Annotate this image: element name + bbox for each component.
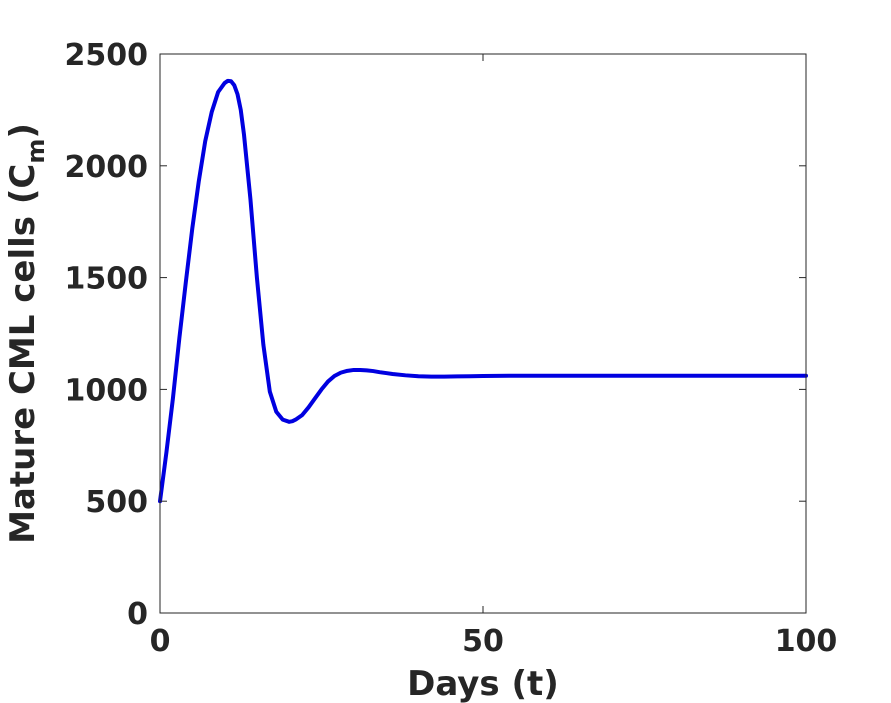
- y-tick-label: 1000: [65, 373, 149, 408]
- y-axis-title-close: ): [3, 123, 43, 139]
- plot-area: [158, 78, 808, 504]
- y-tick-label: 2500: [65, 38, 149, 73]
- x-axis-title: Days (t): [407, 664, 559, 703]
- axes-frame: [159, 53, 807, 614]
- y-tick-label: 0: [127, 597, 148, 632]
- y-tick-label: 1500: [65, 262, 149, 297]
- y-axis-title-subscript: m: [22, 139, 50, 164]
- y-tick-label: 2000: [65, 150, 149, 185]
- x-tick-label: 50: [462, 624, 504, 659]
- ticks: [159, 53, 807, 614]
- y-axis-title-main: Mature CML cells (C: [3, 164, 43, 544]
- x-tick-label: 100: [775, 624, 838, 659]
- y-tick-label: 500: [85, 485, 148, 520]
- x-tick-label: 0: [150, 624, 171, 659]
- series-line: [158, 78, 808, 504]
- y-axis-title: Mature CML cells (Cm): [3, 123, 50, 544]
